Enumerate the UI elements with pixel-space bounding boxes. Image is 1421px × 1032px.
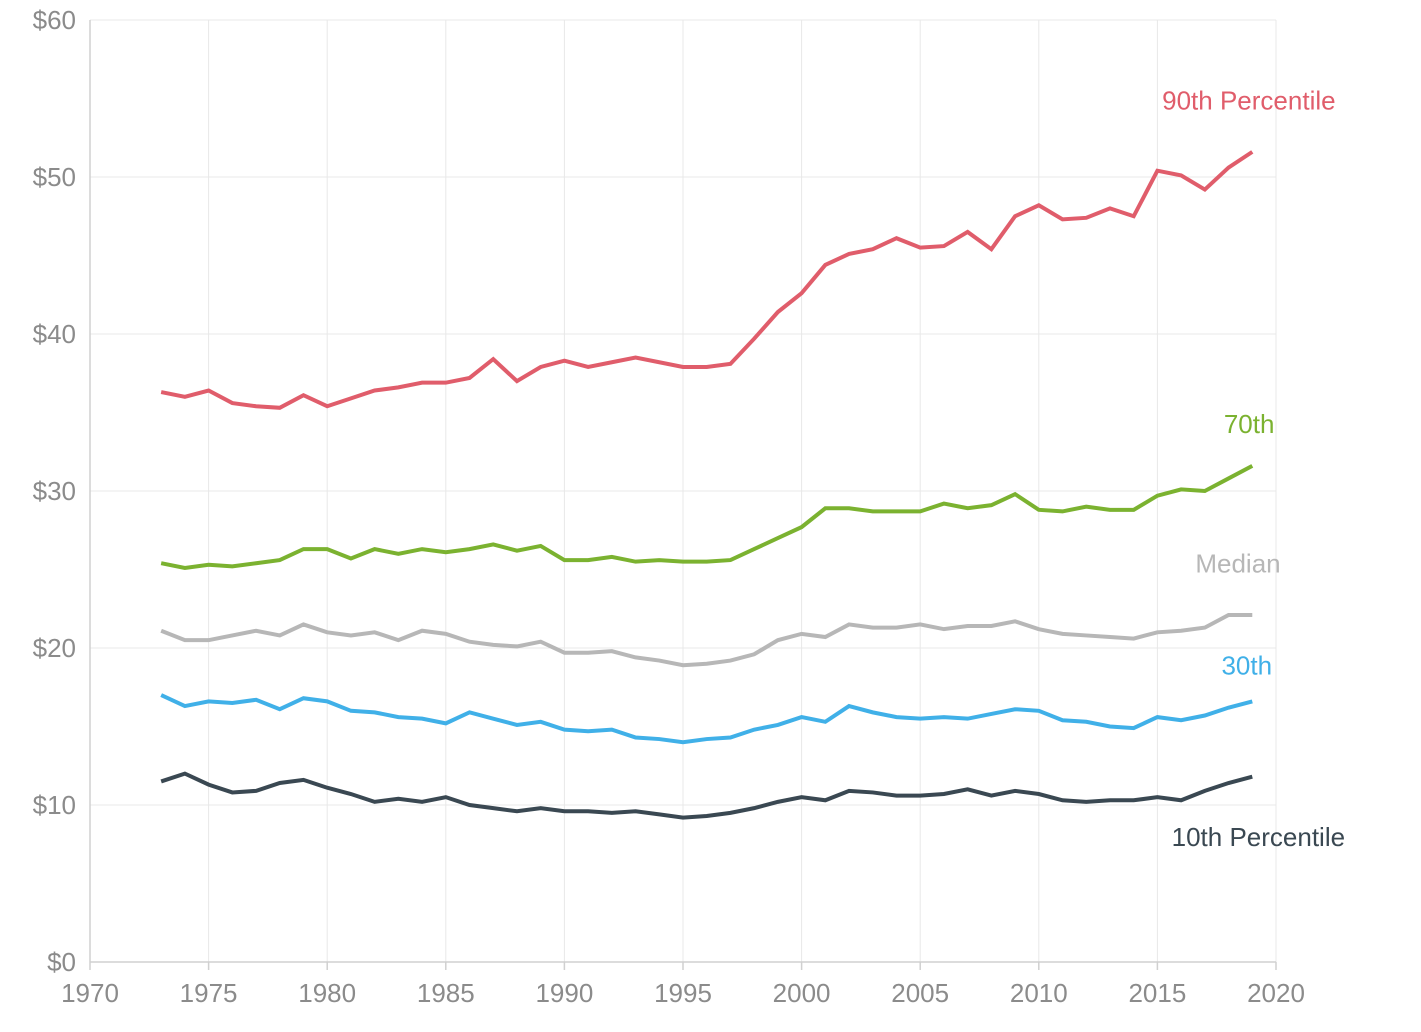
- x-tick-label: 2020: [1247, 978, 1305, 1008]
- y-tick-label: $30: [33, 476, 76, 506]
- series-label-p70: 70th: [1224, 409, 1275, 439]
- y-tick-label: $0: [47, 947, 76, 977]
- x-tick-label: 2010: [1010, 978, 1068, 1008]
- y-tick-label: $60: [33, 5, 76, 35]
- series-label-median: Median: [1195, 549, 1280, 579]
- series-label-p90: 90th Percentile: [1162, 85, 1335, 115]
- series-label-p30: 30th: [1221, 651, 1272, 681]
- y-tick-label: $10: [33, 790, 76, 820]
- x-tick-label: 1970: [61, 978, 119, 1008]
- x-tick-label: 1980: [298, 978, 356, 1008]
- x-tick-label: 2000: [773, 978, 831, 1008]
- chart-svg: $0 $10 $20 $30 $40 $50 $60 1970 1975 1980 1985 1990…: [0, 0, 1421, 1032]
- series-label-p10: 10th Percentile: [1172, 822, 1345, 852]
- x-tick-label: 1995: [654, 978, 712, 1008]
- y-tick-label: $50: [33, 162, 76, 192]
- x-tick-label: 1975: [180, 978, 238, 1008]
- x-tick-label: 2015: [1128, 978, 1186, 1008]
- percentile-line-chart: $0 $10 $20 $30 $40 $50 $60 1970 1975 1980 1985 1990…: [0, 0, 1421, 1032]
- y-tick-label: $20: [33, 633, 76, 663]
- x-tick-label: 1990: [535, 978, 593, 1008]
- y-tick-label: $40: [33, 319, 76, 349]
- x-tick-label: 1985: [417, 978, 475, 1008]
- x-tick-label: 2005: [891, 978, 949, 1008]
